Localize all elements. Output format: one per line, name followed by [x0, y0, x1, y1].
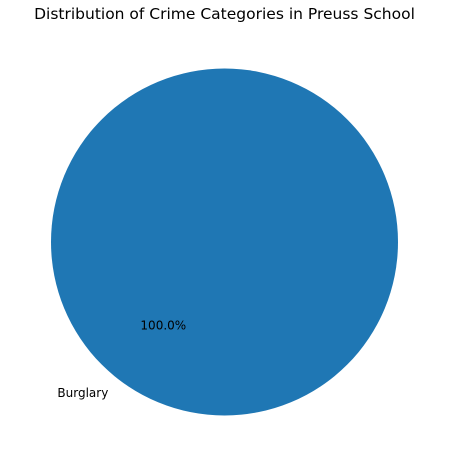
pie-labels: 100.0% Burglary — [57, 319, 186, 400]
pie-slice-burglary — [51, 68, 398, 416]
pie-slices — [51, 68, 398, 416]
slice-percent-label: 100.0% — [140, 319, 186, 333]
slice-category-label: Burglary — [57, 386, 108, 400]
chart-title: Distribution of Crime Categories in Preu… — [34, 5, 415, 23]
